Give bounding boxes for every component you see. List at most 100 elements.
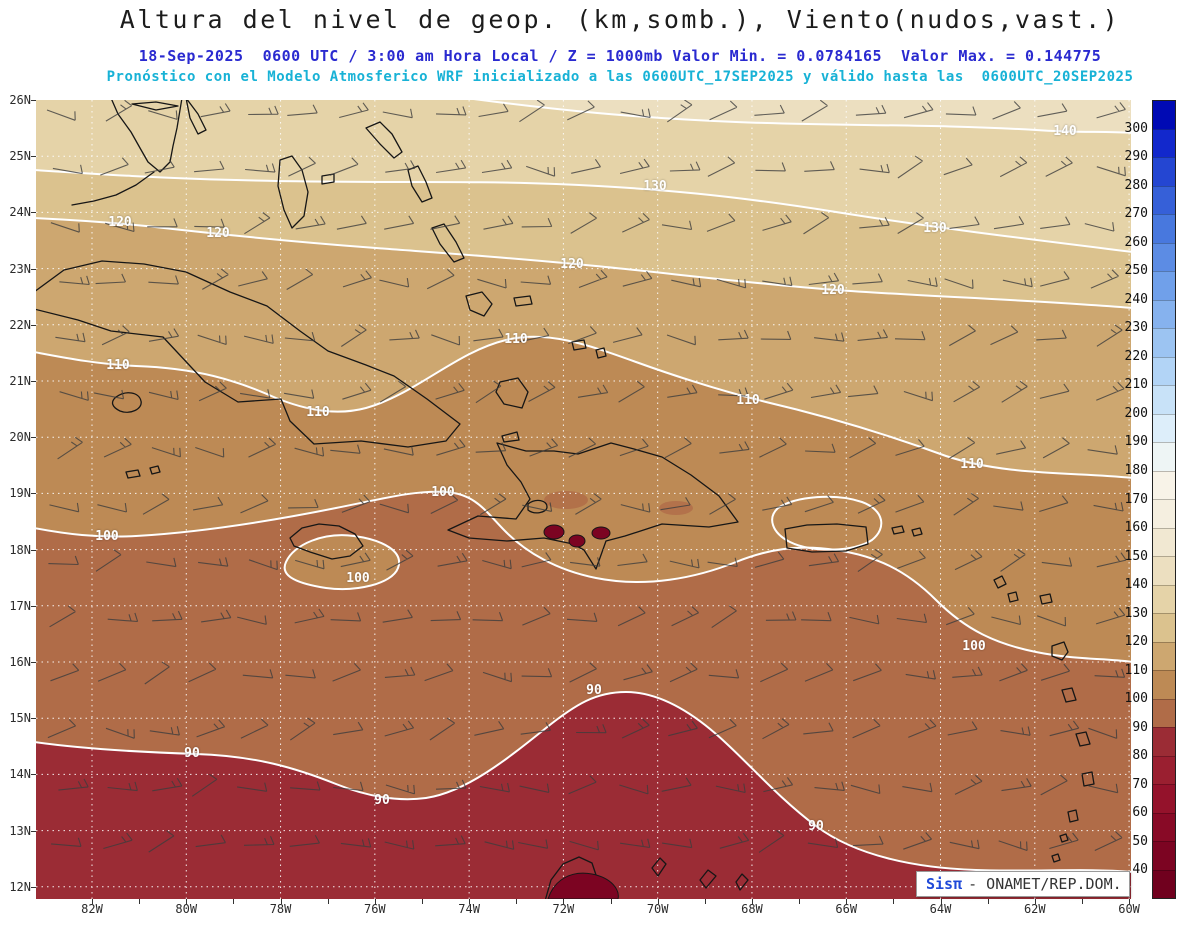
lon-label: 60W — [1118, 902, 1140, 916]
lon-tick — [610, 899, 612, 904]
lon-label: 70W — [646, 902, 669, 916]
wind-barbs — [46, 100, 1127, 853]
lon-tick — [563, 899, 565, 904]
contour-label: 90 — [586, 683, 602, 698]
colorbar-label: 180 — [1124, 462, 1148, 478]
lat-tick — [31, 381, 36, 382]
datetime-subtitle: 18-Sep-2025 0600 UTC / 3:00 am Hora Loca… — [138, 47, 1102, 65]
colorbar-label: 90 — [1132, 719, 1148, 735]
colorbar-label: 240 — [1124, 291, 1148, 307]
lat-tick — [31, 886, 36, 888]
lat-tick — [31, 493, 36, 495]
colorbar-label: 40 — [1132, 862, 1148, 878]
minimum-pockets — [543, 524, 619, 899]
colorbar-label: 270 — [1124, 206, 1148, 222]
lat-label: 20N — [9, 430, 31, 445]
contour-label: 120 — [560, 257, 584, 272]
lat-tick — [31, 100, 36, 101]
lat-label: 15N — [9, 711, 31, 726]
colorbar-label: 100 — [1124, 691, 1148, 707]
colorbar-labels: 300 290 280 270 260 250 240 230 220 210 200 190 180 1… — [1100, 0, 1148, 927]
lat-tick — [31, 437, 36, 439]
contour-label: 120 — [108, 215, 132, 230]
lat-label: 26N — [9, 93, 31, 107]
colorbar-segment — [1153, 841, 1175, 870]
contour-label: 140 — [1053, 124, 1077, 139]
model-subtitle: Pronóstico con el Modelo Atmosferico WRF… — [106, 69, 1134, 85]
lon-tick — [233, 899, 235, 904]
lon-tick — [940, 899, 942, 904]
colorbar-label: 190 — [1124, 434, 1148, 450]
lat-tick — [31, 324, 36, 326]
colorbar-segment — [1153, 271, 1175, 300]
lon-label: 78W — [269, 902, 292, 916]
colorbar-segment — [1153, 385, 1175, 414]
lat-label: 23N — [9, 261, 31, 276]
lon-label: 64W — [929, 902, 952, 916]
contour-label: 110 — [306, 405, 330, 420]
colorbar-label: 70 — [1132, 776, 1148, 792]
contour-label: 100 — [346, 571, 370, 586]
lat-label: 18N — [9, 542, 31, 557]
colorbar-label: 250 — [1124, 263, 1148, 279]
lat-label: 13N — [9, 823, 31, 838]
colorbar-segment — [1153, 755, 1175, 784]
lon-tick — [139, 899, 141, 904]
colorbar-label: 110 — [1124, 662, 1148, 678]
lon-tick — [799, 899, 801, 904]
lat-label: 24N — [9, 205, 31, 220]
contour-label: 90 — [184, 746, 200, 761]
lon-label: 76W — [363, 902, 386, 916]
lon-tick — [1081, 899, 1083, 904]
lon-tick — [1129, 899, 1131, 904]
lat-label: 16N — [9, 655, 31, 669]
colorbar-label: 80 — [1132, 748, 1148, 764]
lon-tick — [893, 899, 895, 904]
lon-label: 62W — [1023, 902, 1046, 916]
contour-label: 110 — [736, 393, 760, 408]
lon-label: 66W — [835, 902, 858, 916]
colorbar-label: 140 — [1124, 577, 1148, 593]
contour-label: 100 — [431, 485, 455, 500]
lon-tick — [1034, 899, 1036, 904]
lat-tick — [31, 268, 36, 270]
colorbar-label: 280 — [1124, 177, 1148, 193]
colorbar-segment — [1153, 812, 1175, 841]
contour-label: 120 — [206, 226, 230, 241]
colorbar-segment — [1153, 157, 1175, 186]
lon-tick — [704, 899, 706, 904]
lat-tick — [31, 830, 36, 832]
lon-label: 74W — [458, 902, 480, 916]
lat-tick — [31, 212, 36, 214]
lon-label: 68W — [741, 902, 763, 916]
colorbar-label: 220 — [1124, 348, 1148, 364]
contour-label: 100 — [962, 639, 986, 654]
colorbar-segment — [1153, 556, 1175, 585]
contour-label: 120 — [821, 283, 845, 298]
contour-lines — [36, 100, 1131, 873]
lat-tick — [31, 662, 36, 663]
lat-label: 12N — [9, 879, 31, 894]
contour-label: 90 — [808, 819, 824, 834]
contour-labels: 140 130 130 120 120 120 120 110 110 110 110 110 100 1… — [95, 124, 1077, 834]
colorbar-segment — [1153, 641, 1175, 670]
lat-tick — [31, 605, 36, 607]
colorbar-segment — [1153, 698, 1175, 727]
lon-tick — [327, 899, 329, 904]
lat-label: 14N — [9, 767, 31, 782]
contour-label: 110 — [960, 457, 984, 472]
lon-label: 82W — [81, 902, 103, 916]
lat-label: 17N — [9, 598, 31, 613]
contour-label: 110 — [106, 358, 130, 373]
lon-tick — [421, 899, 423, 904]
colorbar-label: 230 — [1124, 320, 1148, 336]
lon-tick — [186, 899, 188, 904]
colorbar-label: 200 — [1124, 405, 1148, 421]
lat-tick — [31, 774, 36, 776]
colorbar-segment — [1153, 869, 1175, 898]
lon-label: 72W — [552, 902, 575, 916]
attribution-text: - ONAMET/REP.DOM. — [968, 875, 1122, 893]
contour-map: 140 130 130 120 120 120 120 110 110 110 110 110 100 1… — [36, 100, 1131, 899]
colorbar-segment — [1153, 101, 1175, 129]
